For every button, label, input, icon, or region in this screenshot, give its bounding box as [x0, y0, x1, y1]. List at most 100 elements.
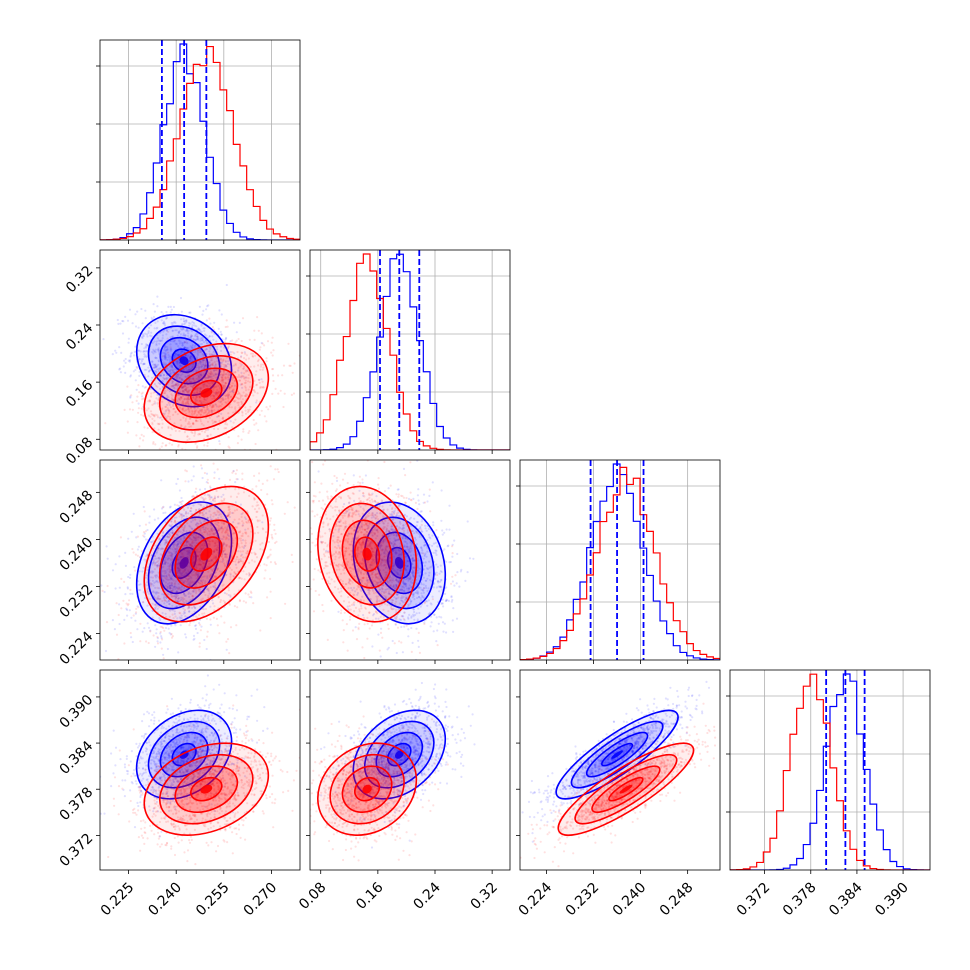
sample-point [228, 652, 231, 655]
sample-point [224, 386, 227, 389]
sample-point [170, 577, 173, 580]
sample-point [141, 363, 145, 366]
sample-point [127, 603, 130, 606]
sample-point [200, 387, 203, 391]
sample-point [210, 363, 213, 366]
sample-point [199, 420, 202, 423]
sample-point [206, 635, 209, 638]
sample-point [197, 411, 200, 414]
sample-point [187, 379, 191, 382]
sample-point [238, 392, 241, 395]
sample-point [151, 423, 154, 426]
sample-point [165, 574, 168, 577]
sample-point [200, 386, 203, 389]
sample-point [231, 388, 235, 391]
sample-point [248, 595, 251, 599]
sample-point [187, 403, 190, 406]
sample-point [156, 305, 159, 308]
sample-point [199, 409, 202, 412]
sample-point [127, 359, 130, 362]
sample-point [181, 379, 184, 382]
sample-point [176, 413, 179, 416]
sample-point [176, 362, 179, 365]
sample-point [146, 344, 150, 347]
sample-point [238, 379, 241, 382]
sample-point [168, 403, 171, 406]
sample-point [140, 392, 143, 395]
sample-point [150, 395, 153, 398]
sample-point [227, 376, 230, 379]
sample-point [169, 578, 172, 581]
sample-point [165, 409, 168, 412]
sample-point [269, 405, 272, 408]
sample-point [242, 375, 245, 378]
sample-point [214, 403, 217, 406]
sample-point [240, 403, 244, 406]
sample-point [156, 393, 159, 396]
sample-point [228, 394, 231, 397]
sample-point [187, 540, 190, 543]
sample-point [215, 385, 218, 388]
sample-point [143, 355, 146, 358]
sample-point [218, 386, 222, 389]
sample-point [270, 351, 273, 354]
sample-point [189, 355, 192, 358]
sample-point [178, 354, 181, 357]
sample-point [207, 371, 210, 375]
sample-point [220, 615, 223, 618]
sample-point [123, 642, 126, 645]
sample-point [226, 360, 230, 363]
sample-point [195, 409, 198, 412]
sample-point [180, 596, 183, 599]
sample-point [158, 422, 161, 425]
sample-point [221, 360, 224, 363]
sample-point [169, 418, 172, 421]
sample-point [199, 413, 202, 416]
sample-point [127, 537, 130, 540]
sample-point [196, 419, 199, 423]
sample-point [210, 353, 214, 356]
sample-point [151, 341, 154, 345]
sample-point [143, 353, 146, 356]
sample-point [177, 651, 180, 654]
sample-point [167, 412, 170, 415]
sample-point [193, 430, 197, 433]
sample-point [188, 542, 191, 545]
sample-point [178, 569, 181, 572]
sample-point [132, 614, 135, 617]
sample-point [185, 408, 188, 411]
sample-point [185, 386, 188, 389]
sample-point [233, 379, 236, 382]
sample-point [241, 383, 244, 386]
sample-point [166, 578, 169, 581]
sample-point [164, 362, 167, 365]
sample-point [189, 384, 192, 387]
sample-point [203, 444, 206, 447]
sample-point [228, 478, 232, 481]
sample-point [188, 374, 191, 377]
sample-point [227, 534, 230, 538]
sample-point [173, 550, 176, 553]
sample-point [135, 399, 138, 402]
sample-point [219, 401, 222, 404]
sample-point [216, 392, 219, 395]
sample-point [188, 378, 191, 381]
sample-point [185, 341, 188, 344]
sample-point [162, 361, 165, 364]
sample-point [136, 395, 139, 398]
sample-point [166, 394, 169, 397]
sample-point [162, 376, 165, 379]
sample-point [195, 325, 198, 328]
sample-point [243, 516, 247, 519]
sample-point [181, 400, 184, 403]
sample-point [172, 398, 175, 401]
sample-point [136, 535, 139, 538]
sample-point [180, 377, 183, 380]
sample-point [195, 399, 199, 402]
sample-point [163, 357, 166, 360]
sample-point [194, 410, 197, 413]
sample-point [126, 420, 129, 423]
sample-point [187, 332, 190, 335]
sample-point [213, 353, 216, 356]
sample-point [181, 386, 184, 390]
